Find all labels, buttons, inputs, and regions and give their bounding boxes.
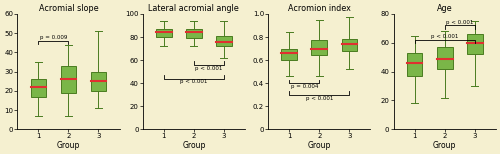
Text: p = 0.004: p = 0.004 <box>290 84 318 89</box>
Text: p < 0.001: p < 0.001 <box>446 20 473 24</box>
X-axis label: Group: Group <box>308 141 331 150</box>
Title: Acromial slope: Acromial slope <box>38 4 98 13</box>
Bar <box>467 34 482 54</box>
Bar <box>312 41 327 55</box>
Bar <box>30 79 46 97</box>
Title: Age: Age <box>437 4 452 13</box>
X-axis label: Group: Group <box>433 141 456 150</box>
Bar <box>342 39 357 51</box>
Title: Acromion index: Acromion index <box>288 4 350 13</box>
Bar <box>60 66 76 93</box>
Bar <box>186 29 202 38</box>
Text: p < 0.001: p < 0.001 <box>180 79 208 84</box>
Bar <box>282 49 297 60</box>
Text: p < 0.001: p < 0.001 <box>306 96 333 101</box>
Text: p = 0.009: p = 0.009 <box>40 35 67 40</box>
Bar <box>156 29 172 37</box>
Bar <box>90 72 106 91</box>
X-axis label: Group: Group <box>56 141 80 150</box>
Text: p < 0.001: p < 0.001 <box>431 34 458 39</box>
Bar <box>437 47 452 69</box>
X-axis label: Group: Group <box>182 141 206 150</box>
Bar <box>407 53 422 76</box>
Bar <box>216 36 232 46</box>
Text: p < 0.001: p < 0.001 <box>195 66 222 71</box>
Title: Lateral acromial angle: Lateral acromial angle <box>148 4 239 13</box>
